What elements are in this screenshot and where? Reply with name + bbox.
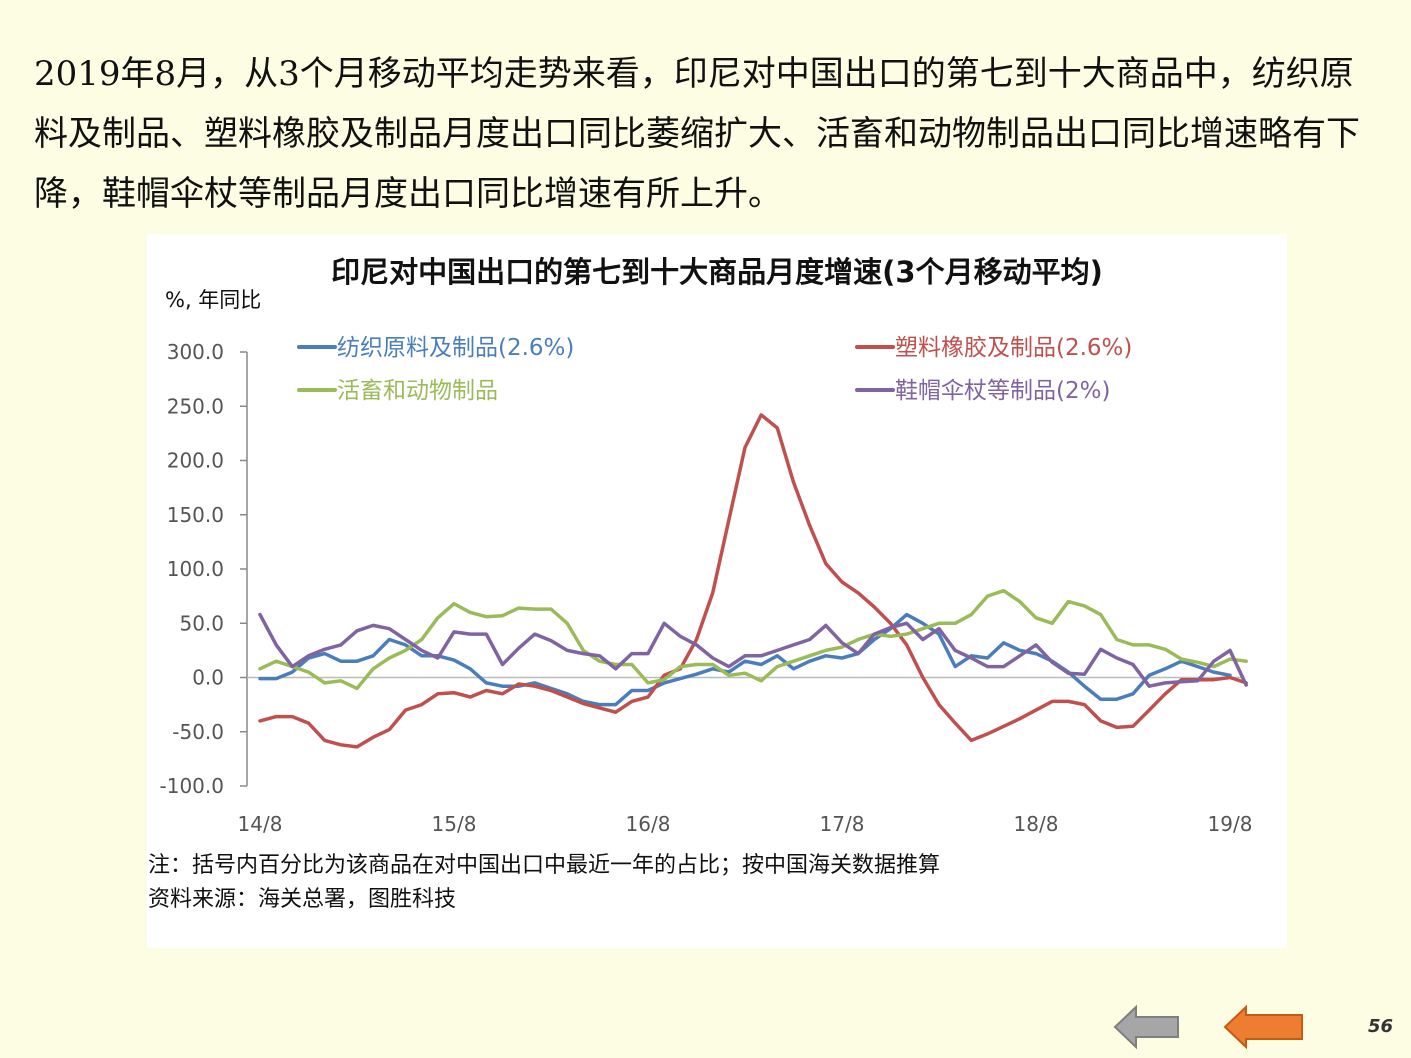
x-tick-label: 18/8 xyxy=(1014,812,1059,836)
legend-label: 鞋帽伞杖等制品(2%) xyxy=(895,378,1110,404)
next-arrow-button[interactable] xyxy=(1222,1004,1306,1050)
x-tick-label: 15/8 xyxy=(432,812,477,836)
y-tick-label: 100.0 xyxy=(167,557,224,581)
y-tick-label: -100.0 xyxy=(160,774,224,798)
x-tick-label: 17/8 xyxy=(820,812,865,836)
y-tick-label: -50.0 xyxy=(172,720,224,744)
legend-label: 活畜和动物制品 xyxy=(337,378,498,404)
legend-label: 塑料橡胶及制品(2.6%) xyxy=(895,335,1132,361)
y-axis-label: %, 年同比 xyxy=(165,288,261,312)
y-tick-label: 150.0 xyxy=(167,503,224,527)
note-line: 注：括号内百分比为该商品在对中国出口中最近一年的占比；按中国海关数据推算 xyxy=(148,853,941,878)
back-arrow-icon xyxy=(1113,1004,1179,1050)
y-tick-label: 300.0 xyxy=(167,340,224,364)
source-line: 资料来源：海关总署，图胜科技 xyxy=(148,887,457,912)
page-number: 56 xyxy=(1367,1016,1393,1037)
next-arrow-icon xyxy=(1223,1004,1303,1050)
y-tick-label: 250.0 xyxy=(167,394,224,418)
y-tick-label: 200.0 xyxy=(167,449,224,473)
back-arrow-button[interactable] xyxy=(1112,1004,1182,1050)
legend-label: 纺织原料及制品(2.6%) xyxy=(337,335,574,361)
series-line-1 xyxy=(258,612,1232,707)
x-tick-label: 14/8 xyxy=(238,812,283,836)
series-line-4 xyxy=(258,612,1248,688)
x-tick-label: 16/8 xyxy=(626,812,671,836)
series-line-2 xyxy=(258,413,1248,749)
chart-card: 印尼对中国出口的第七到十大商品月度增速(3个月移动平均) %, 年同比 -100… xyxy=(147,234,1287,948)
x-tick-label: 19/8 xyxy=(1208,812,1253,836)
series-line-3 xyxy=(258,588,1248,691)
line-chart: 印尼对中国出口的第七到十大商品月度增速(3个月移动平均) %, 年同比 -100… xyxy=(160,255,1253,836)
intro-paragraph: 2019年8月，从3个月移动平均走势来看，印尼对中国出口的第七到十大商品中，纺织… xyxy=(34,54,1360,214)
y-tick-label: 50.0 xyxy=(179,611,224,635)
chart-notes: 注：括号内百分比为该商品在对中国出口中最近一年的占比；按中国海关数据推算 资料来… xyxy=(148,849,940,917)
chart-title: 印尼对中国出口的第七到十大商品月度增速(3个月移动平均) xyxy=(331,255,1103,289)
y-tick-label: 0.0 xyxy=(192,666,224,690)
